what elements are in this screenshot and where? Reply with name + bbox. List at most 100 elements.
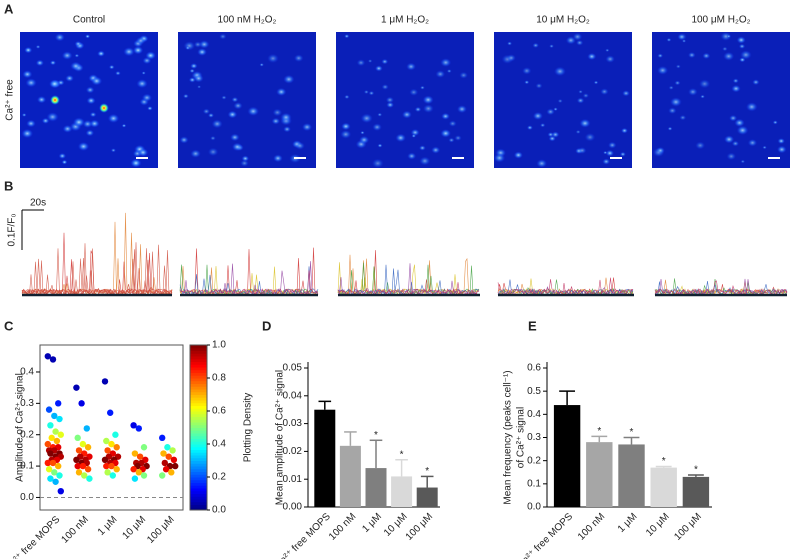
- cell: [722, 46, 728, 52]
- colorbar-slice: [190, 375, 207, 379]
- colorbar-slice: [190, 474, 207, 478]
- cell: [368, 90, 375, 96]
- cell: [37, 96, 47, 104]
- colorbar-slice: [190, 504, 207, 508]
- point: [57, 487, 64, 495]
- cell: [197, 48, 207, 56]
- point: [44, 440, 51, 448]
- point: [131, 450, 139, 457]
- y-tick-label: 0.05: [283, 363, 303, 374]
- micrograph: [20, 32, 158, 168]
- cell: [682, 39, 687, 43]
- colorbar-frame: [189, 344, 208, 511]
- cell: [147, 106, 153, 111]
- x-tick-label: 100 μM: [404, 511, 436, 543]
- colorbar-slice: [190, 350, 207, 354]
- cell: [688, 52, 696, 59]
- cell: [729, 114, 738, 122]
- cell: [513, 151, 523, 159]
- point: [104, 447, 111, 454]
- cell: [688, 88, 698, 96]
- point: [135, 425, 142, 432]
- cell: [666, 37, 672, 42]
- cell: [732, 78, 739, 84]
- colorbar-slice: [190, 378, 207, 382]
- bar: [682, 476, 710, 507]
- point: [48, 434, 55, 442]
- colorbar-slice: [190, 416, 207, 420]
- point: [45, 406, 53, 413]
- cell: [540, 123, 546, 128]
- cell: [736, 125, 749, 135]
- cell: [82, 120, 93, 128]
- significance: *: [694, 465, 698, 476]
- cell: [557, 98, 563, 104]
- cell: [584, 132, 596, 142]
- point: [86, 475, 93, 482]
- colorbar-slice: [190, 369, 207, 373]
- cell: [280, 112, 292, 122]
- cell: [132, 46, 144, 55]
- plot-frame: [39, 344, 184, 511]
- point: [161, 459, 168, 467]
- y-tick-label: 0.3: [20, 398, 34, 409]
- cell: [271, 117, 281, 125]
- cell: [738, 43, 746, 49]
- cell: [752, 79, 760, 86]
- colorbar-slice: [190, 405, 207, 409]
- trace: [654, 278, 788, 296]
- colorbar-slice: [190, 394, 207, 398]
- point: [47, 475, 54, 482]
- significance: *: [597, 426, 601, 437]
- colorbar-label: Plotting Density: [243, 393, 254, 462]
- trace: [21, 243, 173, 296]
- colorbar-tick-label: 0.6: [212, 406, 226, 417]
- cell: [276, 87, 287, 97]
- panel-label: A: [4, 1, 14, 16]
- cell: [605, 149, 615, 157]
- cell: [293, 54, 304, 62]
- micrograph-bg: [336, 32, 474, 168]
- cell: [700, 94, 705, 99]
- cell: [219, 33, 227, 40]
- panel-label: D: [262, 318, 271, 333]
- cell: [772, 120, 778, 125]
- trace: [179, 270, 319, 296]
- cell: [587, 52, 597, 61]
- cell: [720, 32, 732, 41]
- cell: [283, 126, 291, 133]
- cell: [522, 67, 532, 75]
- condition-title: 100 μM H₂O₂: [691, 15, 750, 26]
- trace: [179, 247, 319, 296]
- cell: [605, 55, 615, 63]
- cell: [141, 71, 146, 75]
- point: [108, 462, 115, 470]
- panel-label: C: [4, 318, 14, 333]
- cell: [622, 90, 630, 97]
- point: [165, 453, 172, 460]
- point: [74, 462, 81, 470]
- trace: [654, 280, 788, 296]
- cell: [136, 79, 148, 89]
- bar: [391, 476, 413, 507]
- y-tick-label: 0.0: [20, 492, 34, 503]
- colorbar-slice: [190, 400, 207, 404]
- condition-title: Control: [73, 15, 105, 26]
- micrograph: [178, 32, 316, 168]
- point: [73, 456, 80, 464]
- cell: [446, 69, 452, 74]
- cell: [422, 95, 434, 105]
- point: [104, 469, 111, 476]
- cell: [532, 111, 543, 120]
- point: [51, 469, 58, 476]
- cell: [565, 36, 576, 45]
- x-tick-label: 1 μM: [96, 514, 120, 538]
- colorbar-slice: [190, 496, 207, 500]
- x-tick-label: 1 μM: [360, 511, 384, 535]
- cell: [65, 74, 74, 82]
- y-axis-label: Mean frequency (peaks cell⁻¹): [503, 370, 514, 504]
- point: [53, 437, 61, 445]
- cell: [193, 74, 204, 83]
- point: [49, 356, 57, 363]
- cell: [553, 107, 558, 111]
